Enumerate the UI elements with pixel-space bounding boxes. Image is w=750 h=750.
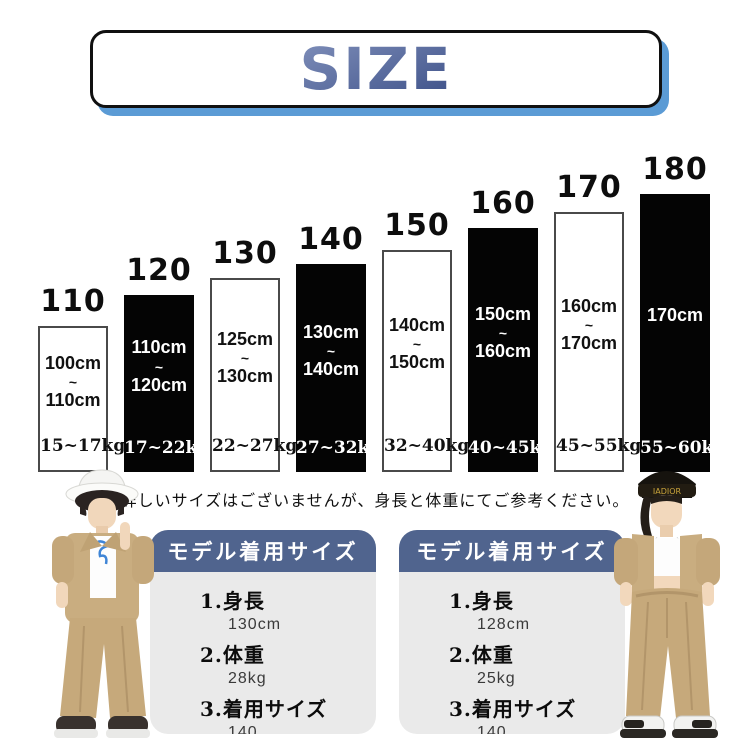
size-note-text: 詳しいサイズはございませんが、身長と体重にてご参考ください。 xyxy=(120,491,630,510)
height-top: 110cm xyxy=(131,337,187,358)
weight-range: 40~45kg xyxy=(468,438,554,458)
tilde: ~ xyxy=(498,325,508,341)
height-range: 140cm ~ 150cm xyxy=(384,314,450,375)
tilde: ~ xyxy=(154,358,164,375)
boy-head xyxy=(75,490,129,536)
size-bar: 150cm ~ 160cm 40~45kg xyxy=(468,228,554,472)
height-top: 130cm xyxy=(302,321,360,342)
weight-range: 32~40kg xyxy=(384,436,470,456)
wearing-size-value: 140 xyxy=(228,724,258,734)
bar-column-180: 180 170cm 55~60kg xyxy=(640,152,726,472)
height-bottom: 120cm xyxy=(130,374,188,395)
bar-column-170: 170 160cm ~ 170cm 45~55kg xyxy=(554,170,642,472)
size-bar: 125cm ~ 130cm 22~27kg xyxy=(210,278,298,472)
size-label: 140 xyxy=(298,222,364,257)
tilde: ~ xyxy=(240,350,250,366)
svg-text:IADIOR: IADIOR xyxy=(653,487,682,496)
bar-column-160: 160 150cm ~ 160cm 40~45kg xyxy=(468,186,554,472)
size-bar: 100cm ~ 110cm 15~17kg xyxy=(38,326,126,472)
height-bottom: 150cm xyxy=(388,352,446,372)
height-label: 1.身長 xyxy=(449,589,514,613)
tilde: ~ xyxy=(326,343,336,359)
tilde: ~ xyxy=(584,317,594,333)
size-bar-chart: 110 100cm ~ 110cm 15~17kg 120 110cm ~ 12… xyxy=(38,152,725,472)
height-range: 110cm ~ 120cm xyxy=(124,336,194,397)
weight-range: 45~55kg xyxy=(556,436,642,456)
wearing-size-label: 3.着用サイズ xyxy=(449,697,577,721)
left-model-photo xyxy=(28,466,180,750)
height-value: 130cm xyxy=(228,616,282,633)
weight-value: 28kg xyxy=(228,670,267,687)
crop-top-and-shirt xyxy=(614,534,720,606)
weight-range: 55~60kg xyxy=(640,437,726,458)
height-range: 130cm ~ 140cm xyxy=(296,321,366,382)
height-label: 1.身長 xyxy=(200,589,265,613)
khaki-pants xyxy=(60,618,146,718)
panel-header: モデル着用サイズ xyxy=(150,530,376,572)
girl-head xyxy=(640,495,682,540)
khaki-shirt xyxy=(52,522,154,623)
right-model-photo: IADIOR xyxy=(588,462,746,750)
height-bottom: 110cm xyxy=(45,390,101,410)
baggy-khaki-pants xyxy=(626,588,710,718)
model-size-panel-left: モデル着用サイズ 1.身長 130cm 2.体重 28kg 3.着用サイズ 14… xyxy=(150,530,376,734)
model-size-panel-right: モデル着用サイズ 1.身長 128cm 2.体重 25kg 3.着用サイズ 14… xyxy=(399,530,625,734)
girl-model-illustration: IADIOR xyxy=(614,471,720,738)
height-top: 125cm xyxy=(216,328,274,349)
height-top: 160cm xyxy=(560,295,618,316)
height-range: 160cm ~ 170cm xyxy=(556,295,622,356)
tilde: ~ xyxy=(412,336,422,352)
height-bottom: 160cm xyxy=(474,341,532,361)
height-range: 170cm xyxy=(640,304,710,327)
height-range: 150cm ~ 160cm xyxy=(468,303,538,364)
panel-body: 1.身長 130cm 2.体重 28kg 3.着用サイズ 140 xyxy=(150,572,376,734)
height-bottom: 170cm xyxy=(560,333,618,353)
panel-header: モデル着用サイズ xyxy=(399,530,625,572)
sneakers xyxy=(54,716,150,738)
height-top: 150cm xyxy=(474,303,532,324)
height-top: 140cm xyxy=(388,314,446,335)
size-label: 160 xyxy=(470,186,536,221)
bar-column-150: 150 140cm ~ 150cm 32~40kg xyxy=(382,208,470,472)
boy-model-illustration xyxy=(52,469,154,738)
size-title-box: SIZE xyxy=(90,30,662,108)
bar-column-140: 140 130cm ~ 140cm 27~32kg xyxy=(296,222,382,472)
sneakers xyxy=(620,715,718,738)
size-label: 150 xyxy=(384,208,450,243)
panel-body: 1.身長 128cm 2.体重 25kg 3.着用サイズ 140 xyxy=(399,572,625,734)
weight-label: 2.体重 xyxy=(200,643,265,667)
page-title: SIZE xyxy=(299,35,453,103)
wearing-size-value: 140 xyxy=(477,724,507,734)
height-bottom: 130cm xyxy=(216,366,274,386)
wearing-size-label: 3.着用サイズ xyxy=(200,697,328,721)
size-label: 110 xyxy=(40,284,106,319)
size-bar: 170cm 55~60kg xyxy=(640,194,726,472)
height-range: 125cm ~ 130cm xyxy=(212,328,278,389)
bar-column-110: 110 100cm ~ 110cm 15~17kg xyxy=(38,284,126,472)
size-label: 180 xyxy=(642,152,708,187)
weight-value: 25kg xyxy=(477,670,516,687)
size-bar: 140cm ~ 150cm 32~40kg xyxy=(382,250,470,472)
weight-range: 15~17kg xyxy=(40,436,126,456)
weight-label: 2.体重 xyxy=(449,643,514,667)
black-headband-icon: IADIOR xyxy=(638,471,696,498)
height-top: 170cm xyxy=(646,305,704,326)
size-bar: 110cm ~ 120cm 17~22kg xyxy=(124,295,210,472)
size-bar: 130cm ~ 140cm 27~32kg xyxy=(296,264,382,472)
size-label: 170 xyxy=(556,170,622,205)
weight-range: 22~27kg xyxy=(212,436,298,456)
height-top: 100cm xyxy=(44,352,102,373)
height-value: 128cm xyxy=(477,616,531,633)
size-label: 130 xyxy=(212,236,278,271)
weight-range: 27~32kg xyxy=(296,438,382,458)
size-bar: 160cm ~ 170cm 45~55kg xyxy=(554,212,642,472)
size-label: 120 xyxy=(126,253,192,288)
bar-column-130: 130 125cm ~ 130cm 22~27kg xyxy=(210,236,298,472)
height-range: 100cm ~ 110cm xyxy=(40,352,106,413)
bar-column-120: 120 110cm ~ 120cm 17~22kg xyxy=(124,253,210,472)
tilde: ~ xyxy=(68,374,78,390)
weight-range: 17~22kg xyxy=(124,438,210,458)
height-bottom: 140cm xyxy=(302,359,360,379)
